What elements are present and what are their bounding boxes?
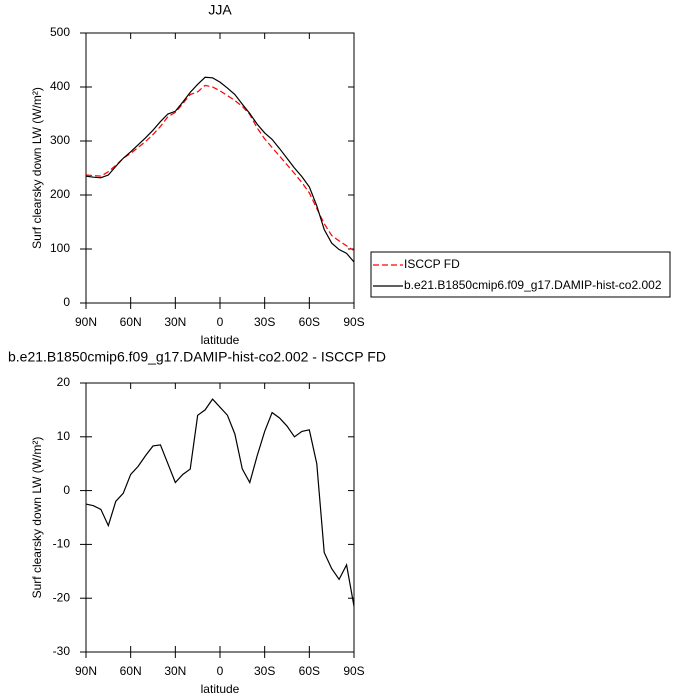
y-tick-label: 20 xyxy=(57,375,71,389)
chart-title: JJA xyxy=(208,2,232,18)
y-tick-label: 100 xyxy=(50,241,70,255)
y-tick-label: 400 xyxy=(50,79,70,93)
x-axis-label: latitude xyxy=(201,333,240,347)
x-tick-label: 60N xyxy=(120,315,142,329)
y-tick-label: 300 xyxy=(50,133,70,147)
x-tick-label: 90N xyxy=(75,664,97,678)
data-line xyxy=(85,76,355,263)
y-axis-label: Surf clearsky down LW (W/m²) xyxy=(30,437,44,599)
legend-label: ISCCP FD xyxy=(404,257,460,271)
y-tick-label: 0 xyxy=(63,483,70,497)
x-tick-label: 90N xyxy=(75,315,97,329)
y-tick-label: 200 xyxy=(50,187,70,201)
x-tick-label: 90S xyxy=(343,664,364,678)
x-tick-label: 60N xyxy=(120,664,142,678)
data-line xyxy=(85,398,355,607)
x-tick-label: 30N xyxy=(164,664,186,678)
y-axis-label: Surf clearsky down LW (W/m²) xyxy=(30,87,44,249)
x-tick-label: 60S xyxy=(299,664,320,678)
data-line xyxy=(85,84,355,252)
x-tick-label: 60S xyxy=(299,315,320,329)
legend-label: b.e21.B1850cmip6.f09_g17.DAMIP-hist-co2.… xyxy=(404,278,662,292)
chart-title: b.e21.B1850cmip6.f09_g17.DAMIP-hist-co2.… xyxy=(8,349,386,365)
y-tick-label: -30 xyxy=(53,644,71,658)
y-tick-label: 10 xyxy=(57,429,71,443)
x-tick-label: 30N xyxy=(164,315,186,329)
x-tick-label: 90S xyxy=(343,315,364,329)
x-tick-label: 30S xyxy=(254,664,275,678)
x-tick-label: 0 xyxy=(217,315,224,329)
legend-box xyxy=(370,251,671,298)
x-axis-label: latitude xyxy=(201,682,240,696)
y-tick-label: -10 xyxy=(53,537,71,551)
y-tick-label: 0 xyxy=(63,295,70,309)
y-tick-label: 500 xyxy=(50,25,70,39)
x-tick-label: 0 xyxy=(217,664,224,678)
y-tick-label: -20 xyxy=(53,590,71,604)
x-tick-label: 30S xyxy=(254,315,275,329)
plot-frame xyxy=(85,32,355,304)
plot-frame xyxy=(85,382,355,653)
